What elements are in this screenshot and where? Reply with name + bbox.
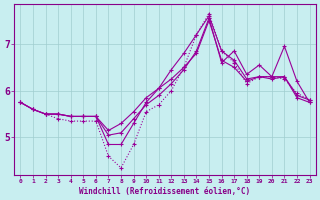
X-axis label: Windchill (Refroidissement éolien,°C): Windchill (Refroidissement éolien,°C) [79,187,251,196]
